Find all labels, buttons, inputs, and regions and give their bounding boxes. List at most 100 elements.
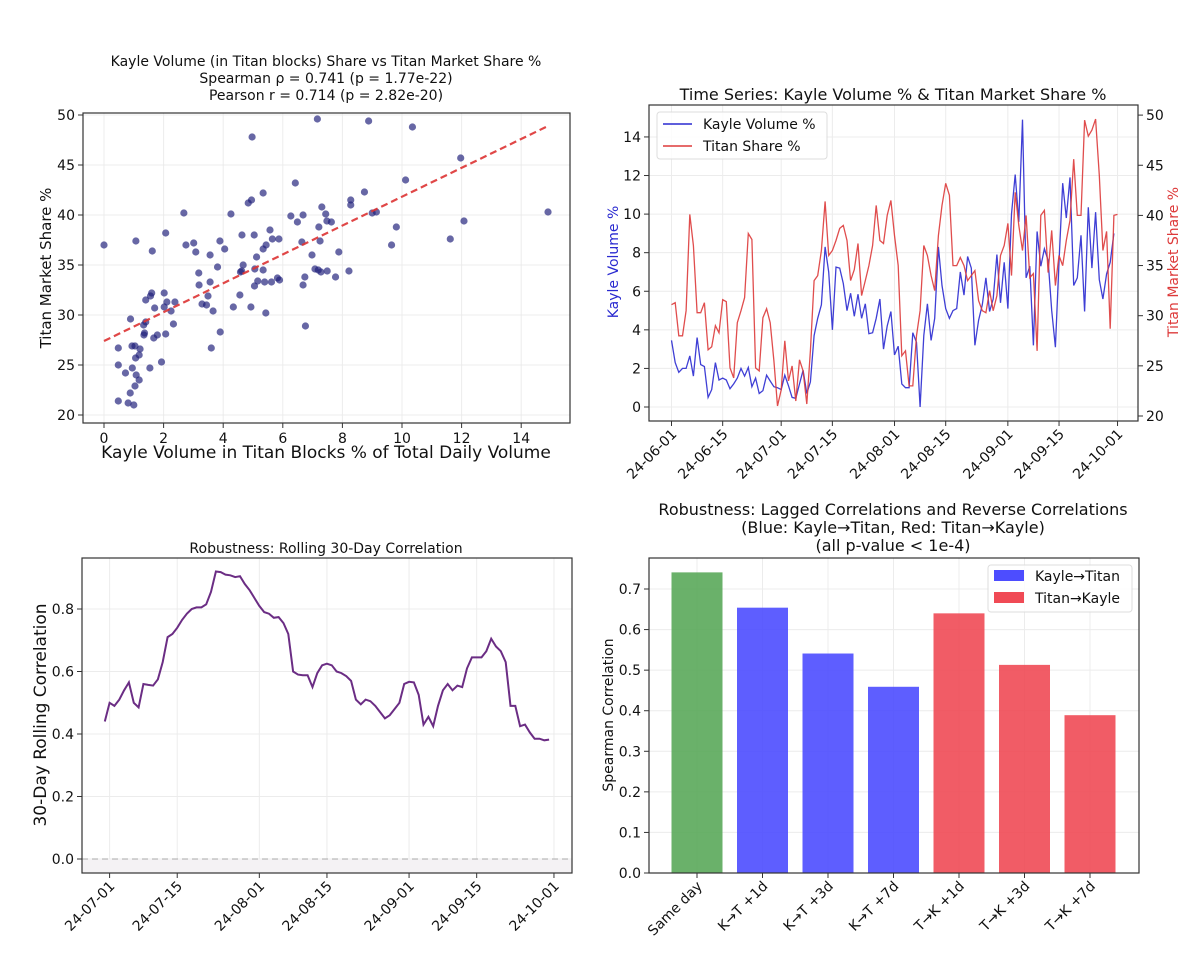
scatter-point: [239, 261, 247, 269]
scatter-title-line-1: Kayle Volume (in Titan blocks) Share vs …: [111, 54, 542, 70]
scatter-point: [167, 307, 175, 315]
scatter-point: [360, 188, 369, 196]
time-series-right-y-label: Titan Market Share %: [1166, 187, 1182, 338]
bar-k-t-7d: [868, 686, 919, 873]
scatter-point: [301, 322, 310, 330]
rolling-y-label: 0.0: [52, 852, 74, 868]
scatter-x-label: 0: [100, 431, 109, 447]
rolling-axes-frame: [81, 557, 573, 874]
rolling-y-label: 0.2: [52, 790, 74, 806]
regression-line: [103, 125, 549, 342]
scatter-point: [460, 217, 468, 225]
scatter-y-label: 30: [57, 308, 75, 324]
scatter-point: [136, 345, 144, 353]
bar-y-label: 0.0: [619, 866, 641, 882]
time-series-left-y-label: 14: [623, 130, 641, 146]
scatter-point: [148, 247, 156, 255]
scatter-x-label: 14: [512, 431, 530, 447]
rolling-y-label: 0.4: [52, 727, 74, 743]
scatter-x-label: 8: [338, 431, 347, 447]
time-series-left-y-label: 12: [623, 169, 641, 185]
scatter-point: [293, 218, 302, 226]
scatter-point: [132, 237, 140, 245]
below-zero-shade: [82, 859, 572, 873]
scatter-point: [322, 210, 330, 218]
scatter-point: [126, 315, 135, 323]
scatter-point: [347, 201, 355, 209]
scatter-point: [121, 369, 130, 377]
scatter-point: [229, 303, 237, 311]
legend-box: [656, 111, 828, 160]
scatter-point: [202, 301, 211, 309]
rolling-correlation-line: [103, 570, 550, 742]
time-series-right-y-label: 45: [1146, 158, 1164, 174]
scatter-point: [135, 376, 143, 384]
scatter-point: [259, 266, 267, 274]
scatter-point: [247, 303, 255, 311]
scatter-point: [401, 176, 410, 184]
bar-t-k-7d: [1064, 715, 1116, 873]
bar-same-day: [671, 572, 723, 873]
scatter-point: [266, 226, 274, 234]
scatter-point: [275, 276, 284, 284]
scatter-x-label: 10: [393, 431, 411, 447]
scatter-point: [250, 231, 258, 239]
scatter-point: [114, 361, 122, 369]
scatter-point: [327, 218, 335, 226]
scatter-point: [162, 330, 170, 338]
scatter-point: [275, 235, 283, 243]
scatter-point: [308, 251, 316, 259]
scatter-point: [221, 245, 229, 253]
legend-label-1: Titan→Kayle: [1034, 591, 1120, 607]
scatter-point: [195, 269, 203, 277]
scatter-point: [195, 281, 203, 289]
time-series-right-y-label: 20: [1146, 409, 1164, 425]
scatter-point: [345, 267, 353, 275]
scatter-point: [259, 189, 267, 197]
scatter-title-line-3: Pearson r = 0.714 (p = 2.82e-20): [209, 88, 443, 104]
scatter-point: [317, 268, 325, 276]
scatter-point: [299, 211, 307, 219]
rolling-y-label: 0.8: [52, 602, 74, 618]
scatter-point: [261, 278, 269, 286]
scatter-point: [190, 239, 198, 247]
scatter-point: [331, 273, 340, 281]
scatter-title-line-2: Spearman ρ = 0.741 (p = 1.77e-22): [199, 71, 452, 87]
scatter-point: [192, 248, 200, 256]
scatter-x-label: 2: [159, 431, 168, 447]
scatter-point: [318, 203, 326, 211]
scatter-point: [140, 321, 148, 329]
bar-y-label: 0.3: [619, 744, 641, 760]
scatter-point: [140, 331, 148, 339]
scatter-point: [301, 273, 309, 281]
scatter-point: [544, 208, 552, 216]
bar-title-line-2: (Blue: Kayle→Titan, Red: Titan→Kayle): [741, 518, 1045, 537]
scatter-point: [157, 358, 166, 366]
scatter-point: [315, 223, 323, 231]
bar-y-label: 0.2: [619, 785, 641, 801]
scatter-point: [207, 344, 215, 352]
scatter-point: [151, 304, 159, 312]
bar-y-label: 0.7: [619, 582, 641, 598]
rolling-y-label: 0.6: [52, 665, 74, 681]
time-series-right-y-label: 35: [1146, 259, 1164, 275]
time-series-legend: Kayle Volume % Titan Share %: [656, 111, 828, 160]
scatter-point: [142, 296, 150, 304]
scatter-point: [169, 320, 178, 328]
time-series-right-y-label: 25: [1146, 359, 1164, 375]
scatter-point: [236, 291, 244, 299]
bar-title-line-1: Robustness: Lagged Correlations and Reve…: [658, 500, 1127, 519]
scatter-point: [204, 292, 212, 300]
bar-t-k-3d: [999, 664, 1050, 873]
scatter-point: [160, 303, 168, 311]
rolling-title: Robustness: Rolling 30-Day Correlation: [189, 541, 462, 557]
bar-t-k-1d: [933, 613, 985, 873]
scatter-point: [182, 241, 190, 249]
scatter-point: [216, 328, 224, 336]
scatter-y-label: 45: [57, 158, 75, 174]
scatter-point: [114, 344, 122, 352]
scatter-point: [146, 292, 155, 300]
scatter-point: [162, 229, 170, 237]
scatter-point: [323, 267, 331, 275]
scatter-point: [227, 210, 235, 218]
